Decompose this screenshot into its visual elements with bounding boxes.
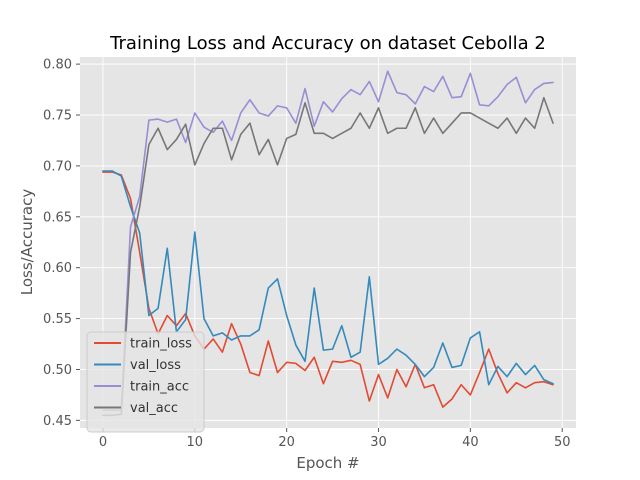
legend-label-val-acc: val_acc [130, 401, 178, 416]
series-line-val-acc [102, 96, 554, 417]
series-line-train-acc [102, 70, 554, 411]
x-tick-label: 20 [278, 435, 295, 450]
x-tick-label: 30 [370, 435, 387, 450]
legend-label-train-acc: train_acc [130, 380, 189, 395]
y-axis-ticks: 0.45 0.50 0.55 0.60 0.65 0.70 0.75 0.80 [43, 58, 80, 429]
x-tick-label: 10 [187, 435, 204, 450]
legend-label-val-loss: val_loss [130, 358, 181, 373]
y-tick-label: 0.75 [43, 109, 72, 124]
x-tick-label: 0 [99, 435, 107, 450]
y-tick-label: 0.55 [43, 312, 72, 327]
x-tick-label: 50 [554, 435, 571, 450]
y-tick-label: 0.70 [43, 159, 72, 174]
y-tick-label: 0.60 [43, 261, 72, 276]
series-line-val-loss [102, 170, 554, 386]
x-tick-label: 40 [462, 435, 479, 450]
y-tick-label: 0.50 [43, 363, 72, 378]
x-axis-label: Epoch # [296, 454, 359, 472]
legend-label-train-loss: train_loss [130, 337, 192, 352]
series-layer [102, 70, 554, 417]
x-axis-ticks: 0 10 20 30 40 50 [99, 428, 571, 450]
chart-title: Training Loss and Accuracy on dataset Ce… [109, 33, 546, 54]
legend: train_loss val_loss train_acc val_acc [86, 331, 205, 433]
y-tick-label: 0.45 [43, 414, 72, 429]
y-tick-label: 0.80 [43, 58, 72, 73]
y-axis-label: Loss/Accuracy [18, 189, 36, 296]
series-line-train-loss [102, 171, 554, 408]
y-tick-label: 0.65 [43, 210, 72, 225]
grid-lines [80, 57, 576, 428]
